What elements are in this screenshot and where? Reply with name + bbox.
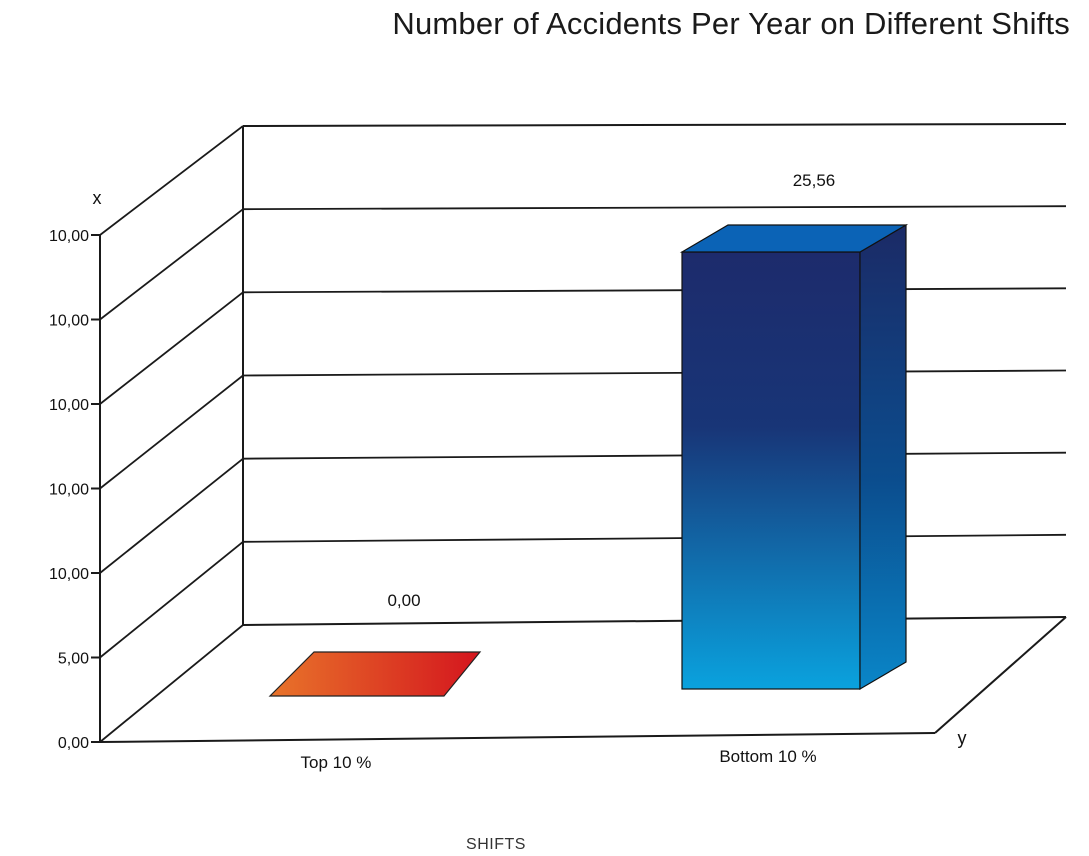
y-tick-label: 10,00	[49, 397, 89, 414]
category-label-top-10: Top 10 %	[301, 753, 372, 772]
y-tick-label: 10,00	[49, 566, 89, 583]
category-label-bottom-10: Bottom 10 %	[719, 747, 816, 766]
x-axis-line	[99, 732, 936, 743]
y-tick-label: 10,00	[49, 228, 89, 245]
y-tick-label: 10,00	[49, 313, 89, 330]
gridlines	[99, 125, 1067, 743]
back-wall-gridline	[242, 451, 1067, 460]
back-wall-gridline	[242, 533, 1067, 543]
x-axis-title: SHIFTS	[466, 836, 526, 853]
back-wall-gridline	[242, 287, 1067, 294]
left-wall-gridline	[99, 624, 244, 743]
bar-top-10	[268, 651, 482, 697]
left-wall-gridline	[99, 208, 244, 321]
left-wall-gridline	[99, 374, 244, 490]
y-tick-label: 10,00	[49, 482, 89, 499]
back-wall-gridline	[242, 369, 1067, 377]
y-tick-label: 0,00	[58, 735, 89, 752]
bar-bottom-10-top	[679, 224, 909, 253]
left-wall-gridline	[99, 541, 244, 659]
left-wall-gridline	[99, 291, 244, 405]
back-wall-gridline	[242, 205, 1067, 211]
bars	[268, 223, 909, 697]
labels: x y 0,00 25,56 Top 10 % Bottom 10 % SHIFTS	[93, 171, 967, 853]
data-label-bottom-10: 25,56	[793, 171, 836, 190]
floor-right-edge	[934, 616, 1067, 734]
left-wall-gridline	[99, 457, 244, 574]
bar-bottom-10-front	[681, 251, 861, 690]
y-axis-letter: x	[93, 188, 102, 208]
data-label-top-10: 0,00	[387, 591, 420, 610]
left-wall-gridline	[99, 125, 244, 236]
y-axis-ticks: 0,00 5,00 10,00 10,00 10,00 10,00 10,00	[49, 228, 100, 752]
x-axis-letter: y	[958, 728, 967, 748]
bar-bottom-10-side	[859, 223, 907, 691]
floor-back-edge	[242, 616, 1067, 626]
chart-frame	[99, 123, 1067, 743]
chart-title: Number of Accidents Per Year on Differen…	[392, 6, 1070, 41]
y-tick-label: 5,00	[58, 651, 89, 668]
back-wall-top-edge	[242, 123, 1067, 127]
